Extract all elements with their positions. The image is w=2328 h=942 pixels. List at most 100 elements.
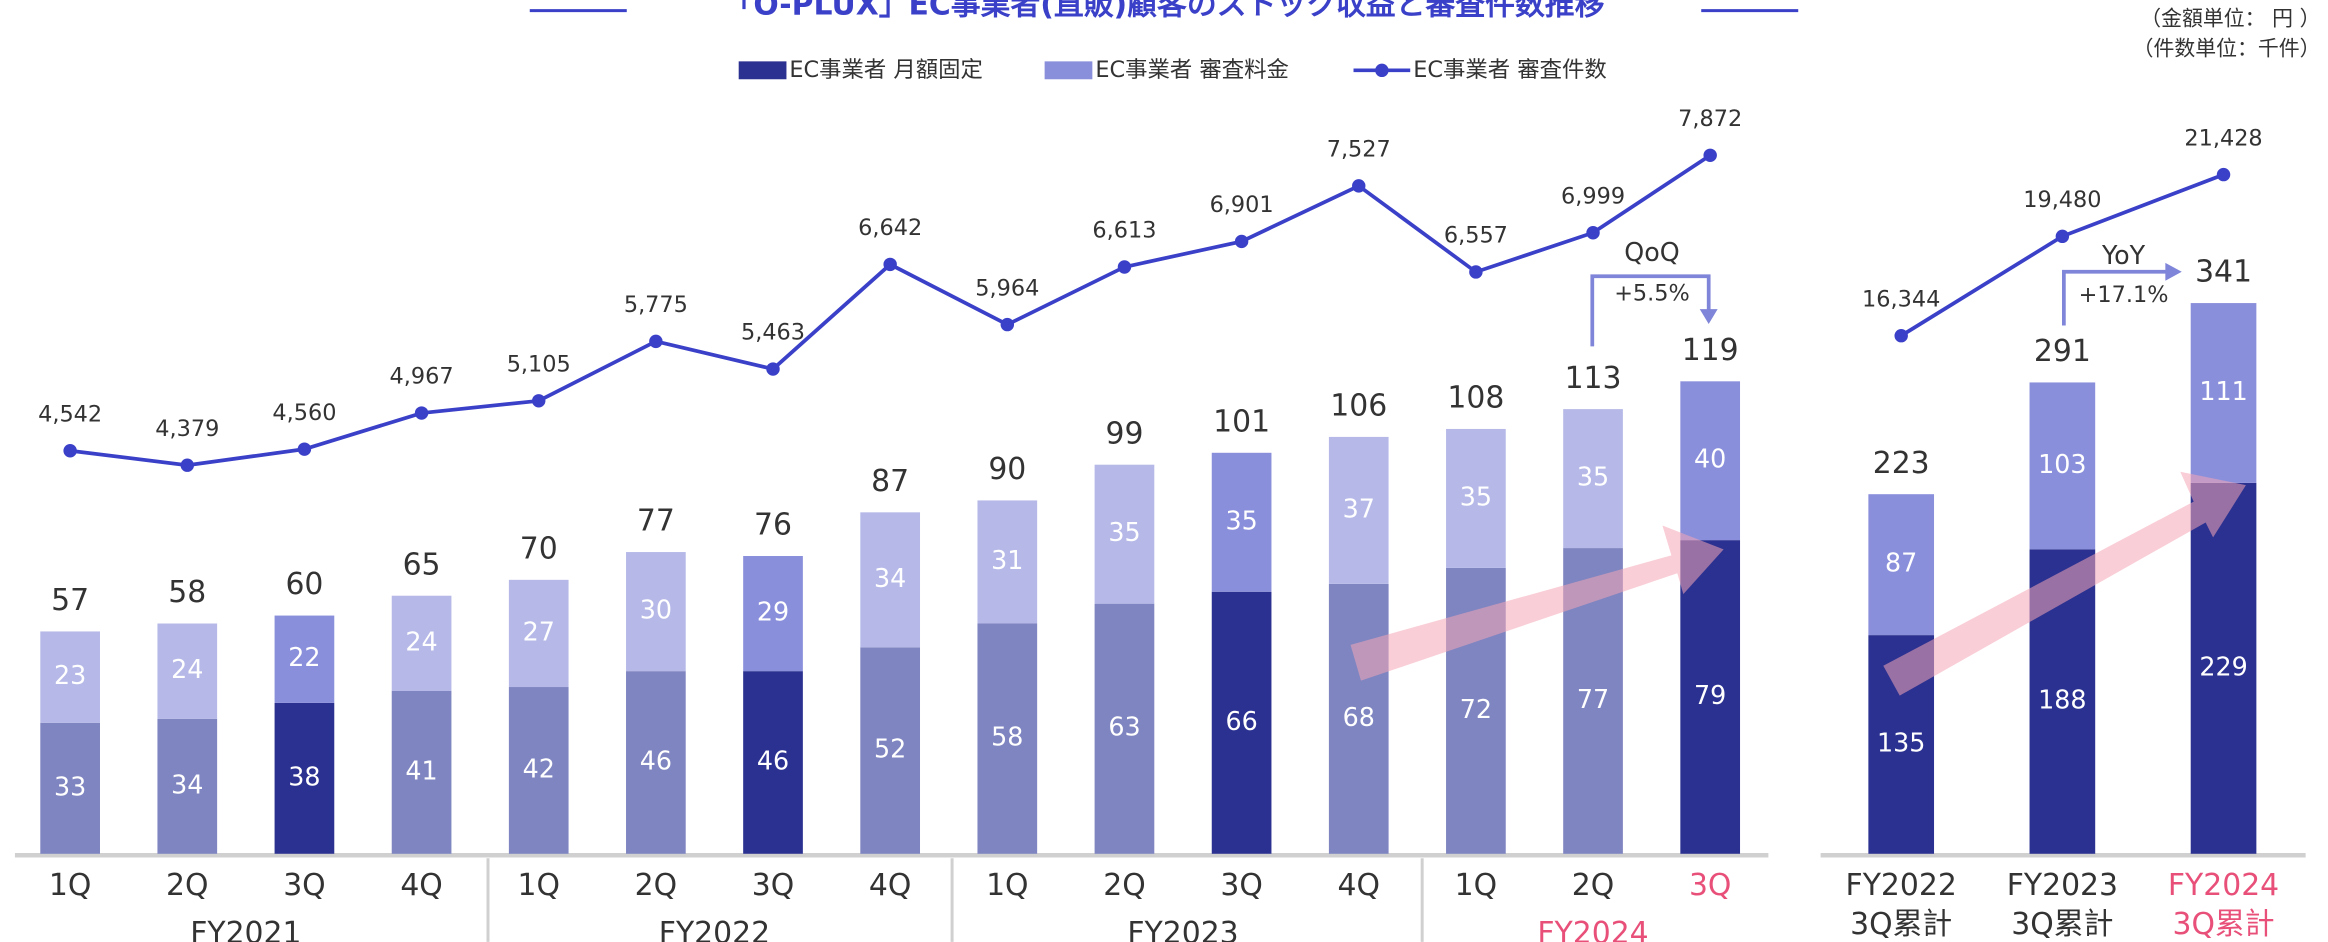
bar-label: 58: [991, 722, 1023, 752]
total-label: 113: [1565, 361, 1622, 396]
bar-label: 87: [1885, 548, 1917, 578]
bar-label: 30: [640, 595, 672, 625]
bar-segment: [508, 687, 569, 854]
total-label: 70: [520, 531, 558, 566]
line-label: 6,613: [1092, 218, 1156, 244]
legend-label: EC事業者 審査料金: [1095, 57, 1289, 83]
bar-label: 46: [640, 745, 672, 775]
bar-label: 135: [1877, 727, 1925, 757]
legend-swatch: [1044, 61, 1093, 80]
line-label: 5,105: [507, 351, 571, 377]
trend-arrow: [1883, 471, 2246, 696]
line-point: [1352, 179, 1366, 193]
line-point: [2055, 229, 2070, 244]
x-tick-label: 1Q: [1455, 868, 1497, 903]
bar-label: 40: [1694, 444, 1726, 474]
line-label: 4,967: [390, 364, 454, 390]
x-tick-label: 3Q: [283, 868, 325, 903]
line-point: [1469, 265, 1483, 279]
bar-label: 24: [171, 654, 203, 684]
x-tick-label: 1Q: [49, 868, 91, 903]
x-tick-label: 3Q: [1689, 868, 1731, 903]
bar-segment: [743, 671, 803, 854]
x-tick-label: FY2023: [2007, 868, 2118, 903]
group-label: FY2022: [659, 916, 770, 942]
bar-segment: [977, 623, 1038, 854]
line-point: [1894, 329, 1908, 343]
x-tick-label: 3Q累計: [2011, 907, 2113, 942]
bar-label: 52: [874, 734, 906, 764]
bar-segment: [1094, 603, 1155, 854]
bar-label: 42: [523, 753, 555, 783]
bar-segment: [40, 722, 100, 854]
bar-segment: [157, 623, 218, 719]
line-point: [414, 406, 429, 420]
line-point: [63, 444, 77, 458]
total-label: 65: [403, 547, 441, 582]
x-tick-label: 3Q累計: [2172, 907, 2274, 942]
bar-label: 79: [1694, 680, 1726, 710]
line-point: [532, 394, 546, 408]
total-label: 77: [637, 504, 675, 539]
x-tick-label: 3Q: [1220, 868, 1262, 903]
total-label: 60: [285, 567, 323, 602]
x-tick-label: 2Q: [1572, 868, 1614, 903]
line-point: [2216, 167, 2231, 182]
bar-segment: [2029, 382, 2096, 550]
x-tick-label: 1Q: [986, 868, 1028, 903]
x-tick-label: 4Q: [1338, 868, 1380, 903]
bar-label: 229: [2199, 651, 2247, 681]
chart-title: 「O-PLUX」EC事業者(直販)顧客のストック収益と審査件数推移: [724, 0, 1605, 23]
bar-segment: [40, 631, 100, 723]
line-label: 4,560: [272, 400, 336, 426]
line-label: 19,480: [2023, 187, 2101, 213]
line-point: [1703, 148, 1717, 162]
bar-segment: [1868, 494, 1935, 636]
line-point: [297, 442, 312, 456]
total-label: 87: [871, 464, 909, 499]
bar-label: 35: [1460, 481, 1492, 511]
bar-segment: [1328, 436, 1389, 584]
bar-segment: [2190, 303, 2257, 483]
x-tick-label: 4Q: [400, 868, 442, 903]
x-tick-label: 4Q: [869, 868, 911, 903]
bar-label: 37: [1343, 493, 1375, 523]
bar-label: 27: [523, 616, 555, 646]
line-label: 6,557: [1444, 223, 1508, 249]
bar-segment: [391, 690, 452, 854]
total-label: 108: [1447, 381, 1504, 416]
bar-label: 34: [171, 769, 203, 799]
arrow-head: [2165, 262, 2182, 281]
total-label: 119: [1682, 333, 1739, 368]
bar-segment: [274, 615, 335, 703]
bar-label: 68: [1343, 702, 1375, 732]
x-tick-label: 2Q: [1103, 868, 1145, 903]
line-label: 7,872: [1678, 106, 1742, 132]
bar-segment: [1211, 452, 1272, 592]
total-label: 58: [168, 575, 206, 610]
total-label: 106: [1330, 389, 1387, 424]
bar-segment: [1563, 409, 1623, 549]
total-label: 341: [2195, 255, 2252, 290]
bar-segment: [1680, 381, 1741, 541]
x-tick-label: 1Q: [517, 868, 559, 903]
annotation-value: +17.1%: [2079, 282, 2169, 308]
yoy-arrow: [2061, 269, 2167, 326]
bar-label: 33: [54, 771, 86, 801]
bar-label: 38: [288, 761, 320, 791]
unit-note: （金額単位： 円 ）: [2140, 7, 2320, 31]
group-label: FY2023: [1127, 916, 1238, 942]
x-tick-label: 3Q: [752, 868, 794, 903]
qoq-arrow: [1590, 274, 1711, 347]
bar-label: 23: [54, 660, 86, 690]
total-label: 291: [2034, 334, 2091, 369]
bar-label: 63: [1108, 712, 1140, 742]
bar-segment: [157, 718, 218, 854]
group-label: FY2021: [190, 916, 301, 942]
line-label: 4,542: [38, 401, 102, 427]
bar-segment: [977, 500, 1038, 624]
total-label: 99: [1105, 416, 1143, 451]
bar-label: 22: [288, 642, 320, 672]
bar-label: 188: [2038, 685, 2086, 715]
unit-note: （件数単位：千件）: [2133, 36, 2321, 60]
